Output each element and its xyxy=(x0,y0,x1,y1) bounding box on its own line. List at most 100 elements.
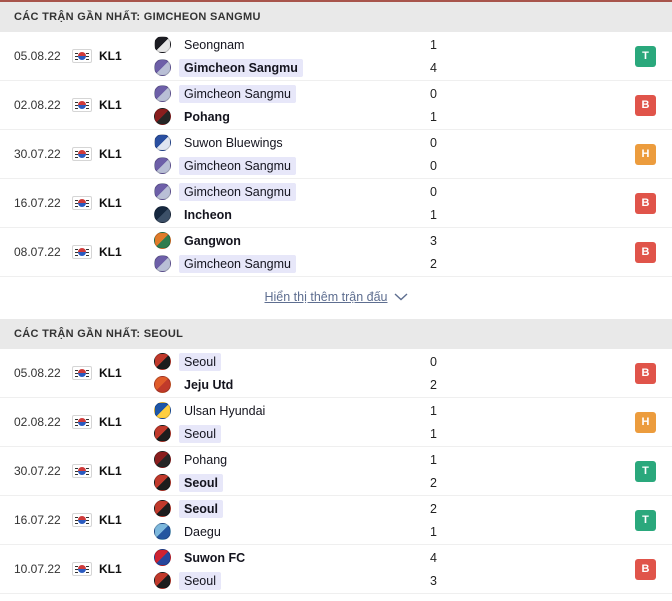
team-logo-icon xyxy=(154,85,171,102)
league-cell: KL1 xyxy=(72,513,154,527)
team-score: 1 xyxy=(430,109,437,124)
result-cell: H xyxy=(612,411,656,433)
team-logo-icon xyxy=(154,523,171,540)
show-more-wrap: Hiển thị thêm trận đấu xyxy=(0,277,672,319)
korea-flag-icon xyxy=(72,415,92,429)
korea-flag-icon xyxy=(72,147,92,161)
team-name: Seoul xyxy=(179,571,221,590)
result-cell: T xyxy=(612,45,656,67)
teams-block: Pohang 1 Seoul 2 xyxy=(154,451,446,492)
result-cell: T xyxy=(612,460,656,482)
chevron-down-icon xyxy=(394,293,408,301)
team-name: Incheon xyxy=(184,207,232,222)
team-name: Seoul xyxy=(179,473,224,492)
team-logo-icon xyxy=(154,474,171,491)
team-score: 1 xyxy=(430,37,437,52)
match-row[interactable]: 05.08.22 KL1 Seongnam 1 Gimcheon Sangmu 4 T xyxy=(0,32,672,81)
team-logo-icon xyxy=(154,206,171,223)
teams-block: Gangwon 3 Gimcheon Sangmu 2 xyxy=(154,232,446,273)
team-name: Gimcheon Sangmu xyxy=(179,84,297,103)
team-score: 2 xyxy=(430,256,437,271)
taegeuk-icon xyxy=(78,565,86,573)
match-row[interactable]: 10.07.22 KL1 Suwon FC 4 Seoul 3 B xyxy=(0,545,672,594)
result-badge: T xyxy=(635,509,656,531)
team-score: 1 xyxy=(430,426,437,441)
taegeuk-icon xyxy=(78,369,86,377)
match-row[interactable]: 30.07.22 KL1 Pohang 1 Seoul 2 T xyxy=(0,447,672,496)
team-line: Ulsan Hyundai 1 xyxy=(154,402,446,420)
match-row[interactable]: 02.08.22 KL1 Gimcheon Sangmu 0 Pohang 1 B xyxy=(0,81,672,130)
team-line: Gimcheon Sangmu 0 xyxy=(154,156,446,175)
league-cell: KL1 xyxy=(72,196,154,210)
team-score: 0 xyxy=(430,135,437,150)
team-name: Gangwon xyxy=(184,233,241,248)
result-cell: B xyxy=(612,362,656,384)
team-logo-icon xyxy=(154,549,171,566)
team-line: Seongnam 1 xyxy=(154,36,446,54)
korea-flag-icon xyxy=(72,513,92,527)
team-name: Seoul xyxy=(179,424,221,443)
team-name: Jeju Utd xyxy=(184,377,234,392)
match-row[interactable]: 08.07.22 KL1 Gangwon 3 Gimcheon Sangmu 2 B xyxy=(0,228,672,277)
team-line: Gangwon 3 xyxy=(154,232,446,250)
team-line: Seoul 2 xyxy=(154,499,446,518)
league-cell: KL1 xyxy=(72,49,154,63)
team-name: Seongnam xyxy=(184,37,245,52)
taegeuk-icon xyxy=(78,101,86,109)
league-cell: KL1 xyxy=(72,464,154,478)
team-logo-icon xyxy=(154,353,171,370)
match-date: 02.08.22 xyxy=(14,415,61,429)
section-seoul: CÁC TRẬN GẦN NHẤT: SEOUL 05.08.22 KL1 Seoul… xyxy=(0,319,672,594)
match-row[interactable]: 02.08.22 KL1 Ulsan Hyundai 1 Seoul 1 H xyxy=(0,398,672,447)
show-more-link[interactable]: Hiển thị thêm trận đấu xyxy=(265,290,408,304)
team-line: Gimcheon Sangmu 0 xyxy=(154,84,446,103)
team-score: 3 xyxy=(430,573,437,588)
team-name: Gimcheon Sangmu xyxy=(179,156,297,175)
teams-block: Seongnam 1 Gimcheon Sangmu 4 xyxy=(154,36,446,77)
match-row[interactable]: 30.07.22 KL1 Suwon Bluewings 0 Gimcheon Sang… xyxy=(0,130,672,179)
team-name: Seoul xyxy=(179,352,221,371)
match-row[interactable]: 05.08.22 KL1 Seoul 0 Jeju Utd 2 B xyxy=(0,349,672,398)
show-more-label: Hiển thị thêm trận đấu xyxy=(264,290,388,304)
team-line: Suwon Bluewings 0 xyxy=(154,134,446,152)
result-badge: B xyxy=(635,241,656,263)
team-logo-icon xyxy=(154,108,171,125)
team-logo-icon xyxy=(154,572,171,589)
team-logo-icon xyxy=(154,425,171,442)
korea-flag-icon xyxy=(72,562,92,576)
result-cell: B xyxy=(612,558,656,580)
league-label: KL1 xyxy=(99,98,122,112)
league-cell: KL1 xyxy=(72,147,154,161)
team-logo-icon xyxy=(154,232,171,249)
result-badge: H xyxy=(635,411,656,433)
teams-block: Seoul 0 Jeju Utd 2 xyxy=(154,352,446,394)
team-name: Ulsan Hyundai xyxy=(184,403,266,418)
league-label: KL1 xyxy=(99,49,122,63)
result-badge: B xyxy=(635,362,656,384)
league-cell: KL1 xyxy=(72,245,154,259)
team-name: Suwon Bluewings xyxy=(184,135,283,150)
team-line: Seoul 3 xyxy=(154,571,446,590)
taegeuk-icon xyxy=(78,52,86,60)
team-name: Seoul xyxy=(179,499,224,518)
match-date: 16.07.22 xyxy=(14,513,61,527)
team-score: 4 xyxy=(430,60,437,75)
team-score: 1 xyxy=(430,452,437,467)
match-date: 30.07.22 xyxy=(14,464,61,478)
korea-flag-icon xyxy=(72,245,92,259)
taegeuk-icon xyxy=(78,418,86,426)
team-score: 2 xyxy=(430,475,437,490)
team-score: 0 xyxy=(430,184,437,199)
team-line: Seoul 1 xyxy=(154,424,446,443)
korea-flag-icon xyxy=(72,196,92,210)
league-cell: KL1 xyxy=(72,562,154,576)
match-row[interactable]: 16.07.22 KL1 Gimcheon Sangmu 0 Incheon 1 B xyxy=(0,179,672,228)
teams-block: Gimcheon Sangmu 0 Pohang 1 xyxy=(154,84,446,126)
team-line: Jeju Utd 2 xyxy=(154,376,446,394)
match-row[interactable]: 16.07.22 KL1 Seoul 2 Daegu 1 T xyxy=(0,496,672,545)
team-logo-icon xyxy=(154,134,171,151)
result-cell: B xyxy=(612,94,656,116)
result-badge: B xyxy=(635,94,656,116)
match-date: 05.08.22 xyxy=(14,49,61,63)
